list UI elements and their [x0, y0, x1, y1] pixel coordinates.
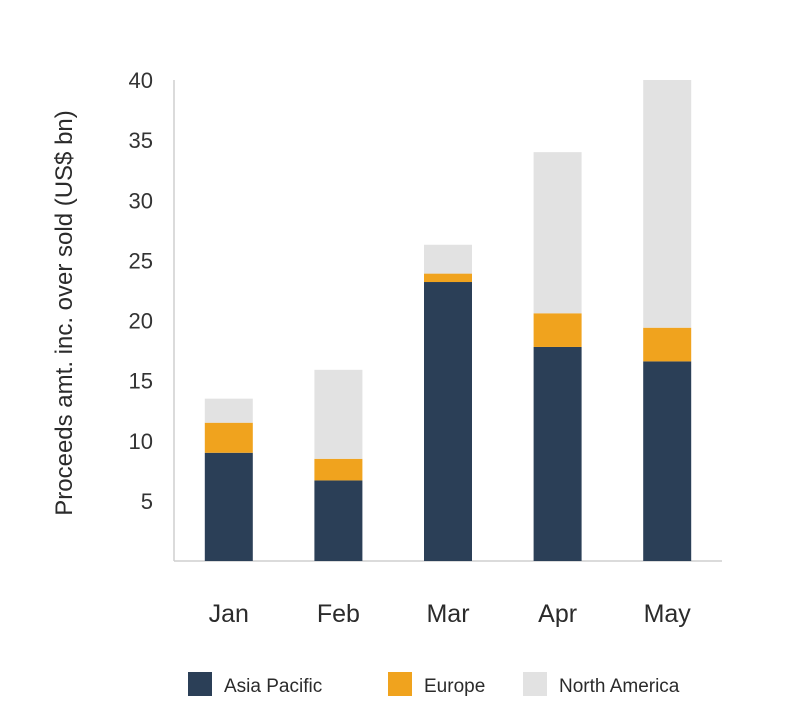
- bar-segment-europe: [533, 313, 582, 347]
- x-category-label: Mar: [426, 600, 469, 628]
- legend-swatch: [388, 672, 412, 696]
- y-tick-label: 40: [129, 68, 153, 93]
- y-tick-label: 5: [141, 489, 153, 514]
- legend-item-north-america: North America: [523, 672, 680, 697]
- y-tick-label: 20: [129, 309, 153, 334]
- legend-item-europe: Europe: [388, 672, 485, 697]
- bar-segment-asia-pacific: [204, 452, 253, 561]
- legend-label: Asia Pacific: [224, 676, 322, 697]
- y-tick-labels: 5 10 15 20 25 30 35 40: [129, 68, 153, 514]
- bar-segment-north-america: [533, 152, 582, 314]
- y-tick-label: 15: [129, 369, 153, 394]
- y-axis-label: Proceeds amt. inc. over sold (US$ bn): [51, 110, 78, 516]
- bar-segment-asia-pacific: [533, 346, 582, 561]
- y-tick-label: 35: [129, 128, 153, 153]
- legend-swatch: [188, 672, 212, 696]
- y-tick-label: 10: [129, 429, 153, 454]
- bar-segment-north-america: [643, 80, 692, 328]
- bar-segment-asia-pacific: [643, 361, 692, 561]
- legend-label: Europe: [424, 676, 485, 697]
- bar-segment-asia-pacific: [314, 480, 363, 561]
- legend-item-asia-pacific: Asia Pacific: [188, 672, 322, 697]
- x-category-label: May: [644, 600, 692, 628]
- x-category-label: Jan: [209, 600, 249, 628]
- x-category-label: Feb: [317, 600, 360, 628]
- bar-segment-europe: [314, 458, 363, 481]
- legend: Asia Pacific Europe North America: [188, 672, 680, 697]
- bar-segment-asia-pacific: [424, 282, 472, 561]
- bar-segment-north-america: [204, 398, 253, 423]
- bar-segment-north-america: [424, 244, 472, 274]
- y-tick-label: 30: [129, 188, 153, 213]
- y-tick-label: 25: [129, 248, 153, 273]
- legend-swatch: [523, 672, 547, 696]
- bar-segment-europe: [643, 327, 692, 362]
- bar-segment-europe: [424, 273, 472, 283]
- bar-segment-north-america: [314, 369, 363, 459]
- legend-label: North America: [559, 676, 680, 697]
- x-category-labels: Jan Feb Mar Apr May: [209, 600, 692, 628]
- x-category-label: Apr: [538, 600, 577, 628]
- bar-segment-europe: [204, 422, 253, 453]
- bars: [204, 80, 692, 561]
